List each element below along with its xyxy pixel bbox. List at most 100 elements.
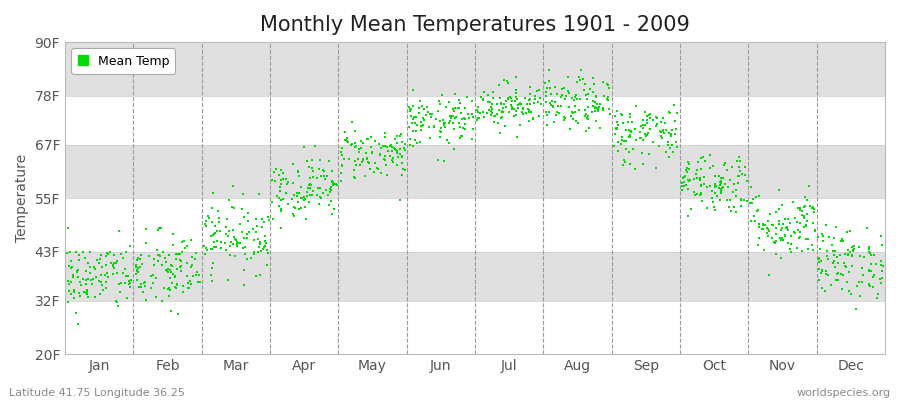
Point [752,193,766,200]
Point [107,260,122,266]
Point [86,276,101,282]
Point [413,97,428,104]
Point [623,128,637,134]
Point [679,167,693,174]
Point [715,184,729,191]
Point [268,166,283,172]
Point [130,266,144,273]
Point [565,95,580,101]
Point [642,151,656,157]
Point [350,155,365,162]
Point [130,276,145,283]
Point [451,105,465,111]
Point [680,177,695,183]
Point [540,112,554,118]
Point [657,120,671,126]
Point [122,278,136,284]
Point [845,263,859,269]
Point [386,159,400,165]
Point [841,251,855,258]
Point [72,292,86,299]
Point [586,103,600,110]
Point [410,114,424,120]
Point [618,159,633,165]
Point [787,229,801,235]
Point [731,173,745,179]
Point [838,251,852,257]
Point [169,282,184,288]
Point [236,190,250,197]
Point [257,233,272,239]
Point [130,262,144,268]
Point [248,272,263,279]
Point [403,113,418,119]
Point [387,145,401,151]
Point [326,179,340,185]
Point [853,293,868,299]
Point [134,252,148,258]
Point [640,132,654,138]
Point [321,201,336,208]
Point [119,273,133,279]
Point [696,154,710,160]
Point [356,140,371,146]
Point [261,214,275,220]
Point [874,258,888,264]
Point [166,271,181,278]
Point [61,288,76,294]
Point [80,290,94,297]
Point [732,172,746,179]
Point [730,180,744,186]
Point [793,207,807,214]
Point [313,195,328,201]
Point [329,182,344,188]
Point [788,230,802,236]
Point [266,169,281,176]
Point [222,228,237,234]
Point [206,244,220,250]
Point [323,186,338,192]
Point [836,238,850,244]
Point [852,252,867,259]
Point [78,276,93,283]
Point [354,138,368,144]
Point [751,207,765,213]
Point [855,272,869,278]
Point [240,256,255,262]
Point [116,270,130,277]
Point [180,243,194,249]
Point [436,158,451,164]
Point [627,166,642,172]
Point [456,125,471,132]
Point [111,303,125,310]
Point [310,174,324,181]
Point [368,138,382,144]
Point [410,122,424,128]
Point [850,283,864,289]
Point [709,193,724,200]
Point [636,136,651,143]
Point [547,98,562,105]
Point [526,115,540,122]
Point [84,277,98,284]
Point [509,108,524,114]
Point [440,136,454,143]
Point [845,253,859,260]
Point [508,87,523,93]
Point [312,185,327,191]
Point [189,272,203,278]
Point [410,140,425,146]
Point [716,184,730,190]
Point [831,276,845,283]
Point [388,136,402,142]
Point [435,91,449,98]
Point [832,260,846,266]
Point [77,289,92,296]
Point [439,104,454,110]
Point [516,106,530,112]
Point [706,198,720,205]
Point [274,166,289,173]
Point [274,181,288,187]
Point [158,255,173,261]
Point [447,146,462,152]
